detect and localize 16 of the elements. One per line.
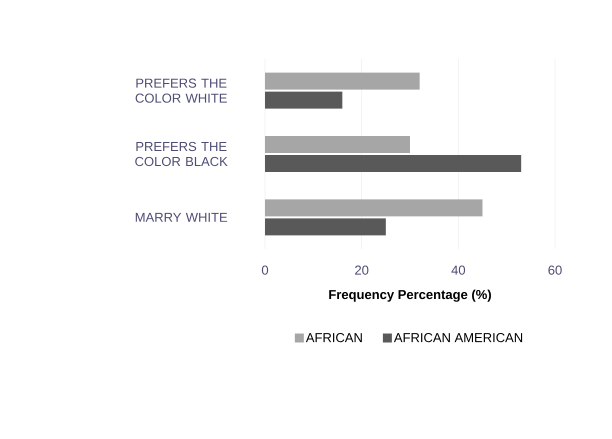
y-tick-label: MARRY WHITE (136, 212, 228, 222)
legend-label: AFRICAN (306, 333, 362, 342)
y-tick-label: PREFERS THE COLOR WHITE (136, 78, 227, 103)
legend-label: AFRICAN AMERICAN (394, 333, 522, 342)
x-tick-label: 20 (355, 266, 368, 275)
bar (265, 199, 482, 216)
bar (265, 136, 410, 153)
x-tick-label: 40 (451, 266, 466, 275)
y-tick-label: PREFERS THE COLOR BLACK (135, 142, 228, 166)
x-axis-title: Frequency Percentage (%) (329, 290, 491, 302)
x-tick-label: 0 (262, 266, 268, 275)
bar (265, 92, 342, 109)
bar (265, 155, 522, 172)
x-tick-label: 60 (548, 266, 562, 275)
bar (265, 72, 420, 90)
bar (265, 218, 386, 236)
